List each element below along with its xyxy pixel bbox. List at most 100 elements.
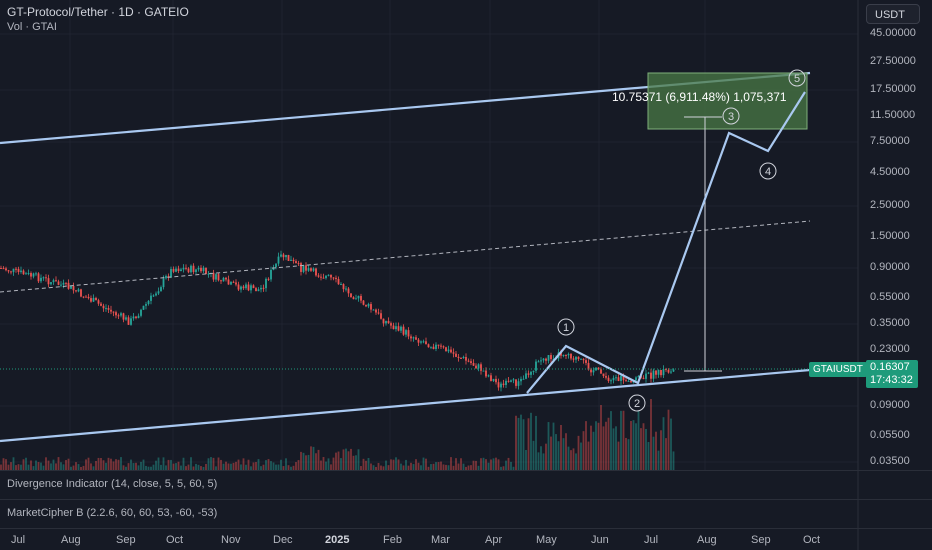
volume-bar	[465, 466, 467, 470]
wave-label-3[interactable]: 3	[722, 107, 740, 125]
candle-body	[32, 273, 35, 277]
wave-label-1-text: 1	[563, 322, 569, 334]
volume-bar	[325, 461, 327, 470]
volume-bar	[190, 457, 192, 470]
volume-bar	[597, 422, 600, 470]
candle-body	[190, 265, 192, 273]
volume-bar	[327, 458, 330, 470]
volume-bar	[192, 466, 195, 470]
candle-body	[502, 383, 505, 385]
candle-body	[250, 285, 252, 291]
candle-body	[77, 289, 80, 292]
candle-body	[592, 370, 595, 373]
candle-body	[600, 369, 602, 374]
volume-bar	[400, 463, 402, 470]
candle-body	[455, 353, 457, 357]
candle-body	[622, 375, 625, 381]
pane-separator[interactable]	[0, 499, 932, 500]
volume-bar	[272, 462, 275, 470]
volume-bar	[467, 465, 470, 470]
volume-bars	[0, 399, 675, 470]
volume-bar	[635, 423, 637, 470]
volume-bar	[362, 458, 365, 470]
symbol-title[interactable]: GT-Protocol/Tether · 1D · GATEIO	[7, 5, 189, 19]
elliott-wave-path[interactable]	[526, 91, 806, 394]
candle-body	[672, 369, 675, 372]
volume-bar	[37, 462, 40, 470]
volume-bar	[255, 462, 257, 470]
candle-body	[40, 277, 42, 282]
volume-bar	[527, 418, 530, 470]
volume-bar	[575, 453, 577, 470]
candle-body	[240, 286, 242, 290]
channel-lower-line[interactable]	[0, 368, 811, 443]
volume-bar	[555, 434, 557, 470]
channel-mid-line[interactable]	[0, 220, 811, 293]
wave-label-5[interactable]: 5	[788, 69, 806, 87]
candle-body	[100, 303, 102, 306]
candle-body	[412, 337, 415, 339]
candle-body	[340, 284, 342, 286]
volume-bar	[232, 462, 235, 470]
currency-button[interactable]: USDT	[866, 4, 920, 24]
candle-body	[307, 268, 310, 271]
candle-body	[20, 270, 22, 272]
candle-body	[620, 375, 622, 381]
candle-body	[480, 364, 482, 371]
candle-body	[577, 356, 580, 360]
candle-body	[247, 284, 250, 291]
candle-body	[445, 347, 447, 352]
candle-body	[202, 267, 205, 272]
wave-label-2[interactable]: 2	[628, 394, 646, 412]
volume-bar	[140, 461, 142, 470]
candle-body	[275, 263, 277, 268]
candle-body	[352, 297, 355, 300]
volume-bar	[105, 462, 107, 470]
volume-bar	[0, 464, 2, 470]
candle-body	[482, 370, 485, 372]
candle-body	[262, 287, 265, 289]
volume-bar	[462, 463, 465, 470]
candle-body	[225, 277, 227, 280]
candle-body	[442, 346, 445, 348]
volume-bar	[587, 441, 590, 470]
wave-label-4[interactable]: 4	[759, 162, 777, 180]
volume-bar	[367, 457, 370, 470]
candle-body	[580, 358, 582, 360]
volume-bar	[442, 464, 445, 470]
volume-bar	[340, 458, 342, 470]
wave-label-2-text: 2	[634, 398, 640, 410]
volume-bar	[392, 459, 395, 470]
volume-bar	[550, 436, 552, 470]
volume-bar	[147, 466, 150, 470]
candle-body	[377, 312, 380, 314]
volume-bar	[500, 466, 502, 470]
marketcipher-label[interactable]: MarketCipher B (2.2.6, 60, 60, 53, -60, …	[7, 507, 218, 519]
wave-label-1[interactable]: 1	[557, 318, 575, 336]
volume-label[interactable]: Vol · GTAI	[7, 21, 57, 33]
divergence-indicator-label[interactable]: Divergence Indicator (14, close, 5, 5, 6…	[7, 478, 218, 490]
candle-body	[215, 274, 217, 280]
volume-bar	[402, 465, 405, 470]
volume-bar	[332, 457, 335, 470]
target-zone-box[interactable]	[647, 72, 808, 130]
candle-body	[470, 361, 472, 364]
candle-body	[362, 300, 365, 305]
volume-bar	[405, 459, 407, 470]
volume-bar	[90, 463, 92, 470]
candle-body	[637, 375, 640, 378]
pane-separator[interactable]	[0, 470, 932, 471]
candle-body	[252, 285, 255, 289]
volume-bar	[342, 449, 345, 470]
candle-body	[112, 311, 115, 313]
volume-bar	[370, 463, 372, 470]
time-tick: 2025	[325, 534, 350, 546]
volume-bar	[237, 459, 240, 470]
volume-bar	[650, 399, 652, 470]
volume-bar	[117, 459, 120, 470]
volume-bar	[320, 460, 322, 470]
candle-body	[490, 375, 492, 381]
volume-bar	[42, 465, 45, 470]
price-tick: 0.03500	[870, 455, 910, 467]
